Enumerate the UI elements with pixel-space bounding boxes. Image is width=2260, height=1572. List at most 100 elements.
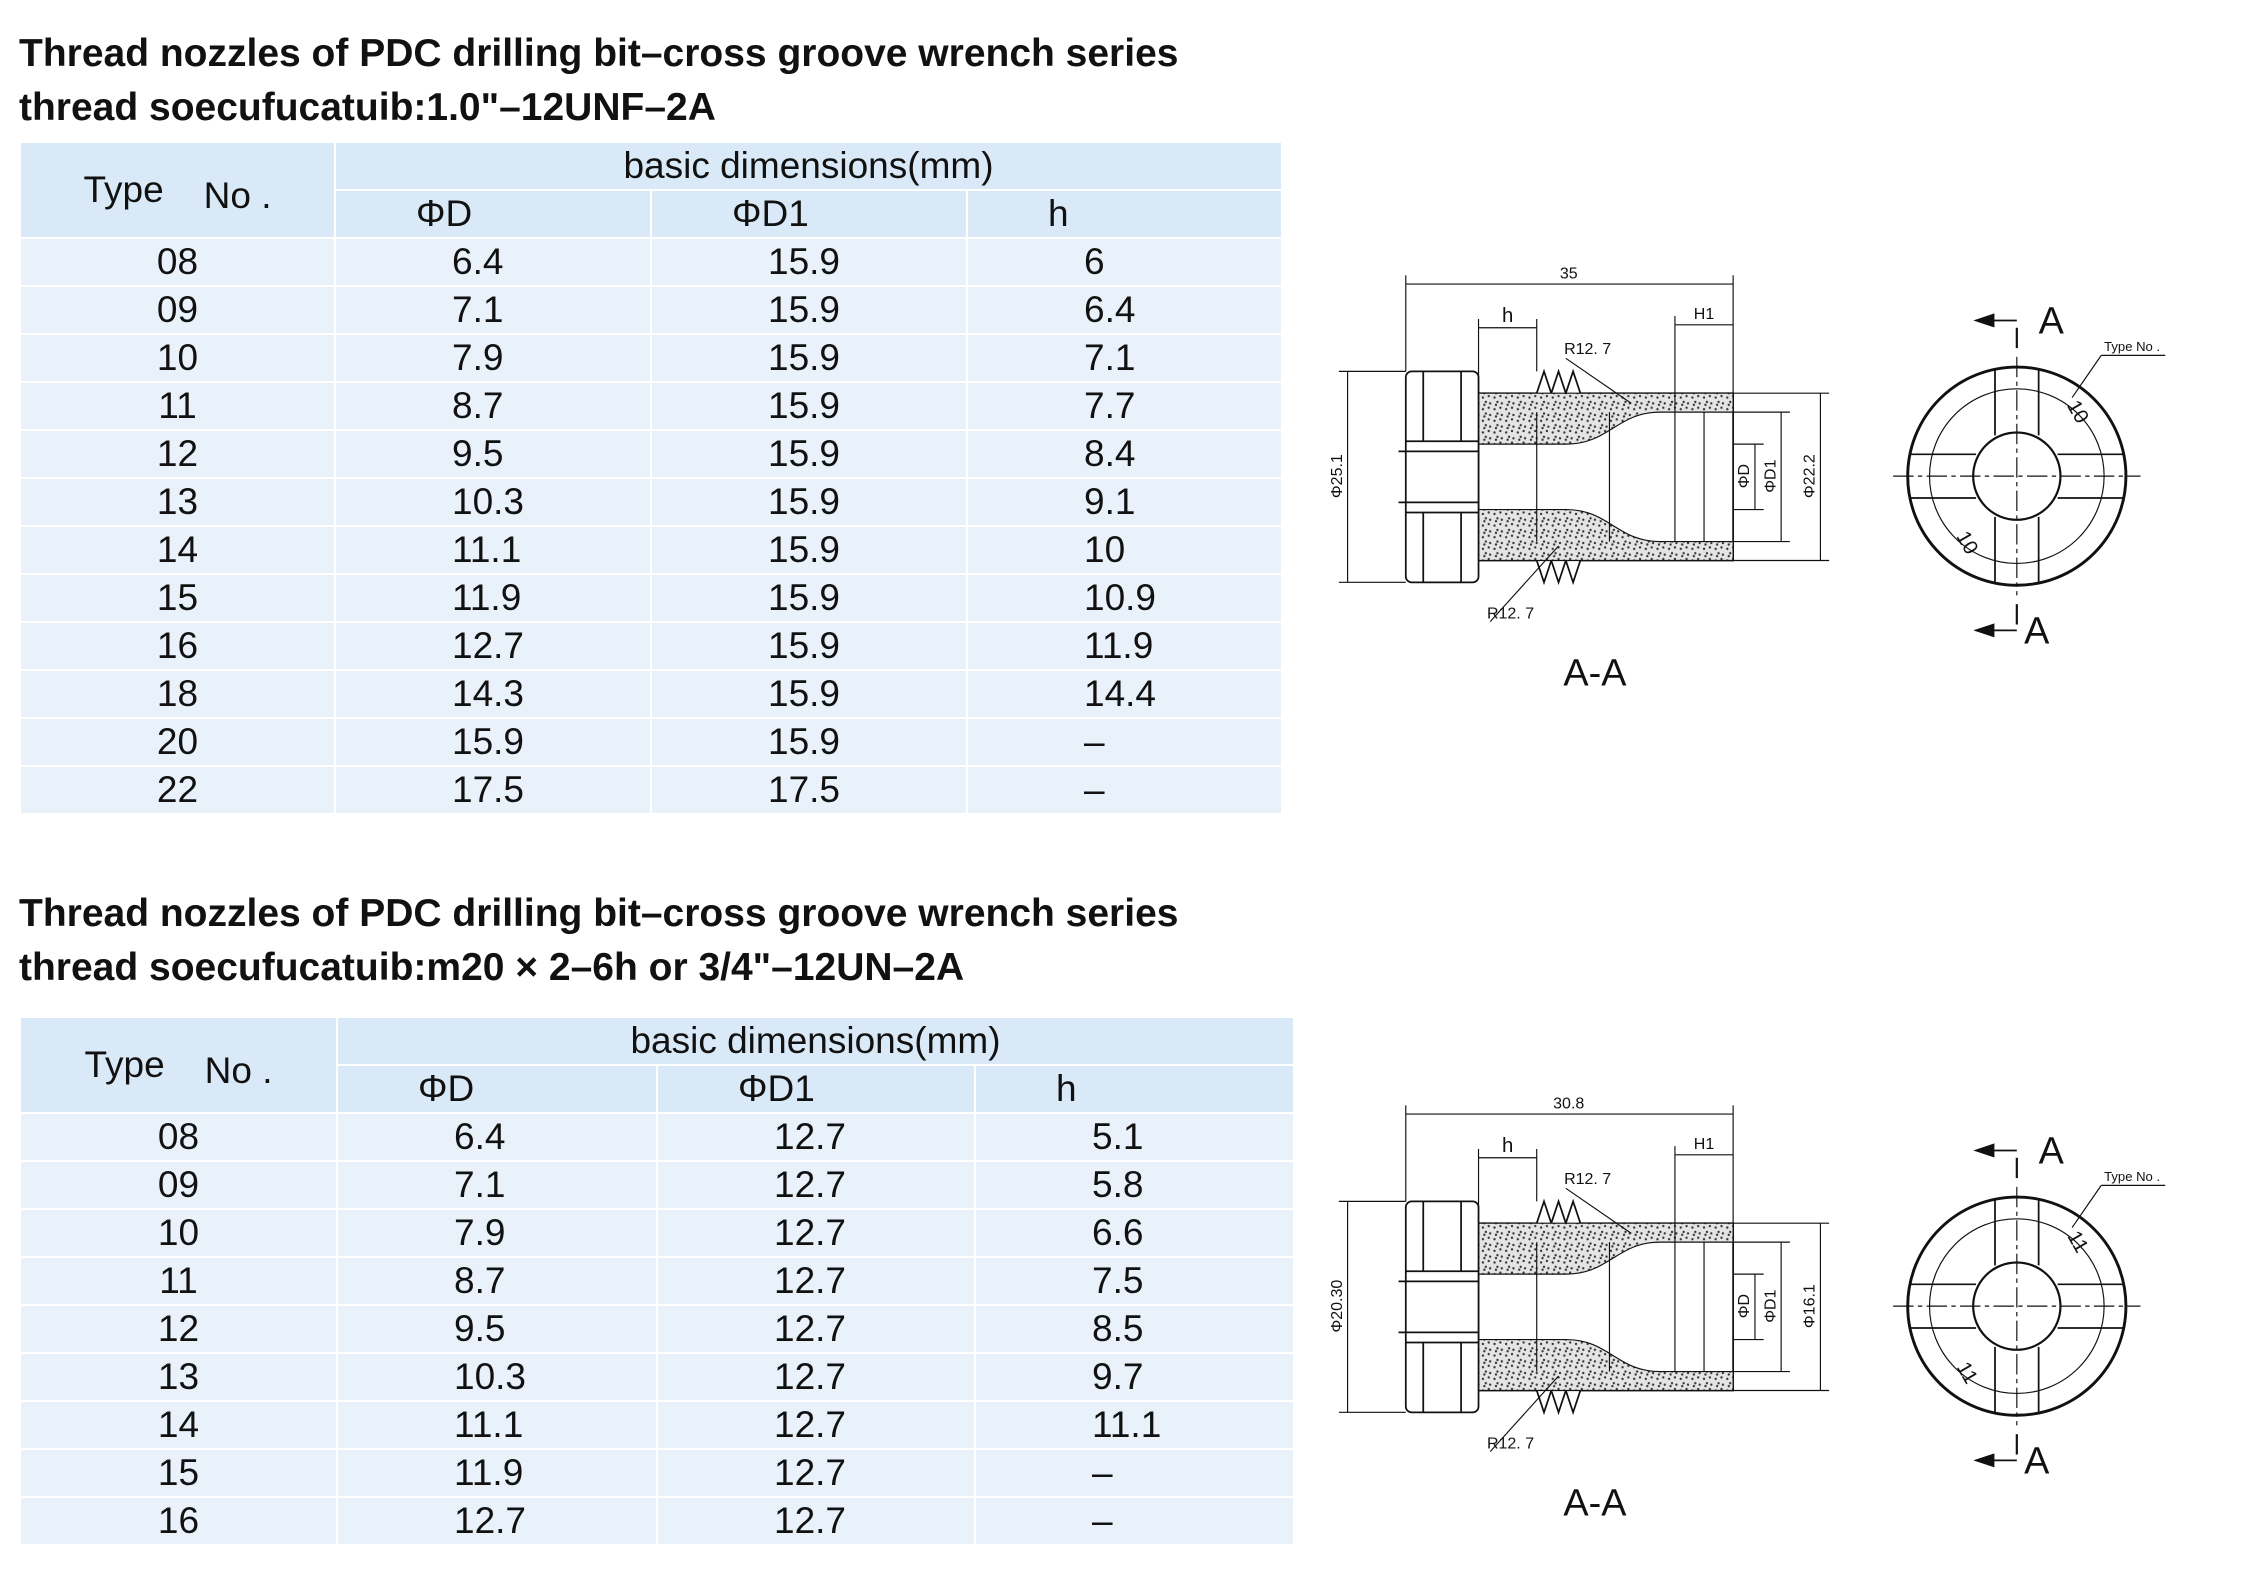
value-cell: 10 xyxy=(966,525,1283,575)
value-cell: 12.7 xyxy=(656,1208,976,1258)
value-cell: 15.9 xyxy=(650,477,968,527)
data-row: 14 11.1 12.7 11.1 xyxy=(19,1400,1295,1450)
arrow-head xyxy=(1973,1453,1995,1468)
value-cell: 14.4 xyxy=(966,669,1283,719)
value-cell: 7.9 xyxy=(334,333,652,383)
column-header: ΦD1 xyxy=(650,189,968,239)
value-cell: 15.9 xyxy=(334,717,652,767)
data-row: 09 7.1 15.9 6.4 xyxy=(19,285,1283,335)
value-cell: 15.9 xyxy=(650,573,968,623)
value-cell: 10.3 xyxy=(336,1352,658,1402)
header-row: Type No . basic dimensions(mm) xyxy=(19,1016,1295,1114)
carbide-bottom xyxy=(1477,509,1734,562)
dim-radius-bottom: R12. 7 xyxy=(1487,606,1534,623)
value-cell: 9.1 xyxy=(966,477,1283,527)
dim-body-dia: Φ22.2 xyxy=(1802,454,1819,498)
leader xyxy=(2071,355,2102,398)
nozzle-head xyxy=(1404,1200,1480,1414)
value-cell: 6 xyxy=(966,237,1283,287)
data-row: 11 8.7 15.9 7.7 xyxy=(19,381,1283,431)
value-cell: 7.5 xyxy=(974,1256,1295,1306)
value-cell: 9.5 xyxy=(336,1304,658,1354)
value-cell: 12.7 xyxy=(656,1112,976,1162)
column-header: ΦD xyxy=(336,1064,658,1114)
dim-h: h xyxy=(1502,305,1513,327)
data-row: 13 10.3 15.9 9.1 xyxy=(19,477,1283,527)
groove xyxy=(1398,1270,1479,1344)
dim-d1: ΦD1 xyxy=(1762,459,1779,492)
value-cell: 6.4 xyxy=(336,1112,658,1162)
data-row: 10 7.9 12.7 6.6 xyxy=(19,1208,1295,1258)
column-header: ΦD xyxy=(334,189,652,239)
value-cell: 15.9 xyxy=(650,237,968,287)
value-cell: 17.5 xyxy=(650,765,968,815)
technical-drawing: 30.8 h H1 R12. 7 R12. 7 Φ20.30 ΦD ΦD1 Φ16.1 A A Typ… xyxy=(1329,1095,2166,1525)
value-cell: 8.4 xyxy=(966,429,1283,479)
technical-drawing: 35 h H1 R12. 7 R12. 7 Φ25.1 ΦD ΦD1 Φ22.2 A A Type N… xyxy=(1329,265,2166,695)
value-cell: 11.1 xyxy=(974,1400,1295,1450)
value-cell: 9.7 xyxy=(974,1352,1295,1402)
arrow-head xyxy=(1973,313,1995,328)
data-row: 14 11.1 15.9 10 xyxy=(19,525,1283,575)
type-cell: 10 xyxy=(19,1208,338,1258)
value-cell: 12.7 xyxy=(656,1352,976,1402)
header-row: ΦD ΦD1 h xyxy=(20,1064,1295,1114)
dim-radius-bottom: R12. 7 xyxy=(1487,1436,1534,1453)
value-cell: 8.7 xyxy=(334,381,652,431)
data-row: 08 6.4 12.7 5.1 xyxy=(19,1112,1295,1162)
arrow-head xyxy=(1973,623,1995,638)
type-cell: 14 xyxy=(19,525,336,575)
value-cell: 11.9 xyxy=(966,621,1283,671)
value-cell: 6.4 xyxy=(334,237,652,287)
value-cell: 11.9 xyxy=(334,573,652,623)
value-cell: 12.7 xyxy=(336,1496,658,1546)
carbide-bottom xyxy=(1477,1339,1734,1392)
no-label: No . xyxy=(203,175,272,216)
type-cell: 08 xyxy=(19,237,336,287)
data-row: 10 7.9 15.9 7.1 xyxy=(19,333,1283,383)
data-row: 15 11.9 15.9 10.9 xyxy=(19,573,1283,623)
value-cell: 15.9 xyxy=(650,429,968,479)
value-cell: 5.8 xyxy=(974,1160,1295,1210)
value-cell: – xyxy=(966,717,1283,767)
section-mark-bottom: A xyxy=(2024,1440,2050,1482)
section-title: thread soecufucatuib:1.0"–12UNF–2A xyxy=(19,86,716,129)
value-cell: 7.7 xyxy=(966,381,1283,431)
type-cell: 13 xyxy=(19,477,336,527)
data-row: 16 12.7 15.9 11.9 xyxy=(19,621,1283,671)
type-no-header: Type No . xyxy=(19,141,336,239)
type-cell: 08 xyxy=(19,1112,338,1162)
header-row: ΦD ΦD1 h xyxy=(20,189,1283,239)
data-row: 12 9.5 15.9 8.4 xyxy=(19,429,1283,479)
groove xyxy=(1398,440,1479,514)
value-cell: 15.9 xyxy=(650,717,968,767)
data-row: 20 15.9 15.9– xyxy=(19,717,1283,767)
data-row: 13 10.3 12.7 9.7 xyxy=(19,1352,1295,1402)
type-cell: 16 xyxy=(19,1496,338,1546)
value-cell: 10.9 xyxy=(966,573,1283,623)
section-title: Thread nozzles of PDC drilling bit–cross… xyxy=(19,32,1179,75)
value-cell: 15.9 xyxy=(650,525,968,575)
dimension-line xyxy=(1565,1187,1632,1234)
data-row: 15 11.9 12.7– xyxy=(19,1448,1295,1498)
column-header: h xyxy=(966,189,1283,239)
type-cell: 18 xyxy=(19,669,336,719)
type-cell: 09 xyxy=(19,1160,338,1210)
section-mark-top: A xyxy=(2039,1131,2065,1173)
dim-d1: ΦD1 xyxy=(1762,1289,1779,1322)
dimension-line xyxy=(1489,1375,1559,1453)
type-cell: 22 xyxy=(19,765,336,815)
type-mark-top: 11 xyxy=(2062,1227,2092,1256)
value-cell: 15.9 xyxy=(650,285,968,335)
value-cell: 12.7 xyxy=(656,1256,976,1306)
value-cell: 12.7 xyxy=(656,1160,976,1210)
dim-h1: H1 xyxy=(1694,306,1715,323)
value-cell: 8.5 xyxy=(974,1304,1295,1354)
value-cell: 5.1 xyxy=(974,1112,1295,1162)
value-cell: 6.6 xyxy=(974,1208,1295,1258)
group-header: basic dimensions(mm) xyxy=(336,1016,1295,1066)
data-row: 16 12.7 12.7– xyxy=(19,1496,1295,1546)
carbide-top xyxy=(1477,392,1734,445)
dim-d: ΦD xyxy=(1736,1294,1753,1318)
